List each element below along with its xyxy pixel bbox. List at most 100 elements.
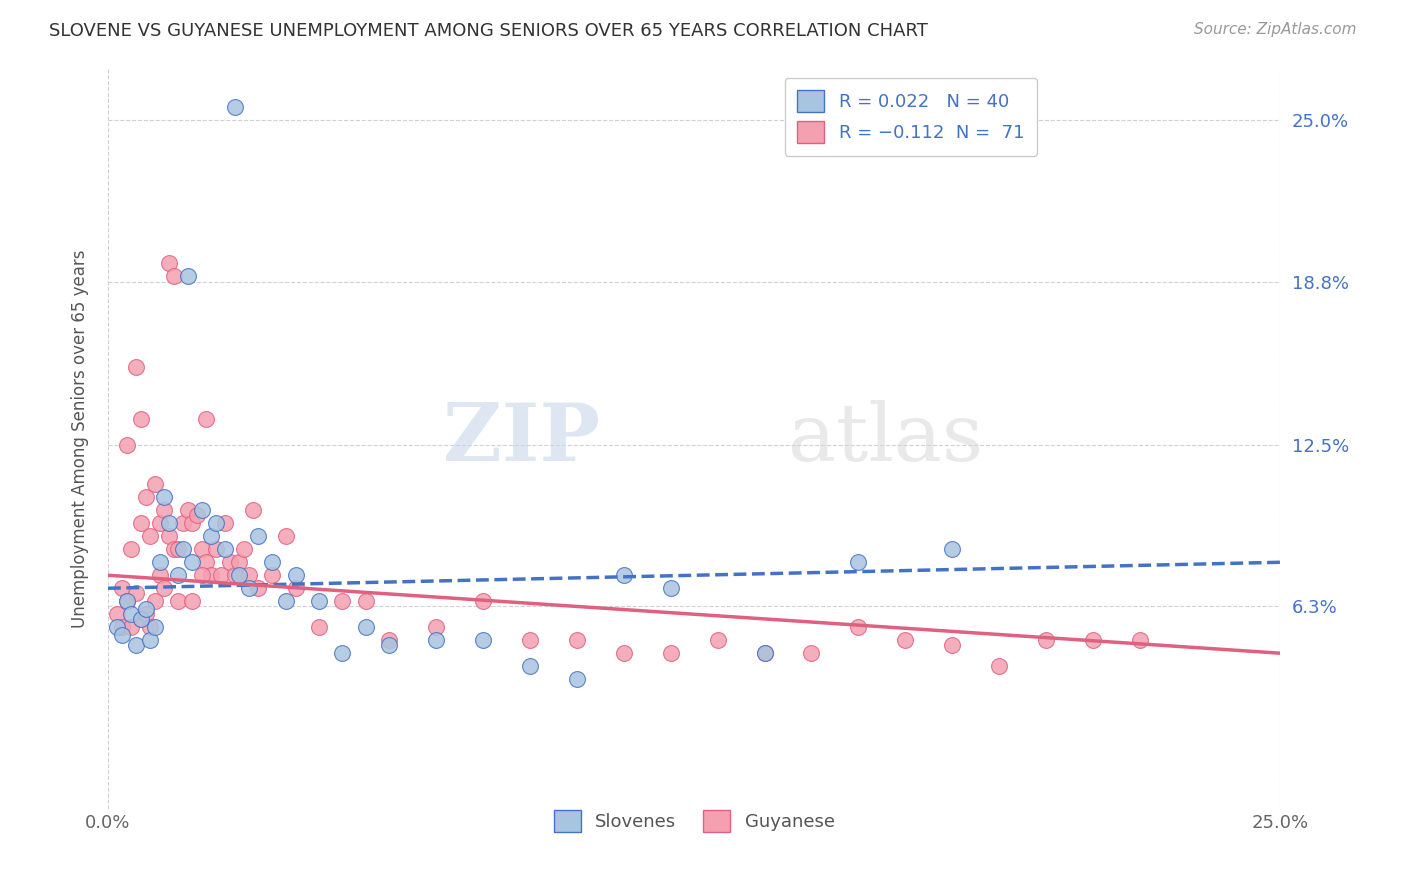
Point xyxy=(519,659,541,673)
Point xyxy=(153,581,176,595)
Point xyxy=(706,633,728,648)
Point xyxy=(276,594,298,608)
Point xyxy=(238,581,260,595)
Point xyxy=(195,555,218,569)
Point xyxy=(153,491,176,505)
Point xyxy=(205,516,228,531)
Point xyxy=(1129,633,1152,648)
Point xyxy=(308,594,330,608)
Point xyxy=(354,594,377,608)
Point xyxy=(224,101,246,115)
Point xyxy=(139,529,162,543)
Point xyxy=(1035,633,1057,648)
Point xyxy=(332,594,354,608)
Point xyxy=(163,542,186,557)
Point xyxy=(941,639,963,653)
Point xyxy=(262,568,284,582)
Point xyxy=(191,503,214,517)
Point xyxy=(148,516,170,531)
Point xyxy=(238,568,260,582)
Point xyxy=(134,607,156,622)
Point xyxy=(354,620,377,634)
Point xyxy=(565,672,588,686)
Point xyxy=(157,529,180,543)
Point xyxy=(177,503,200,517)
Text: Source: ZipAtlas.com: Source: ZipAtlas.com xyxy=(1194,22,1357,37)
Point xyxy=(425,620,447,634)
Point xyxy=(224,568,246,582)
Point xyxy=(186,508,208,523)
Point xyxy=(233,542,256,557)
Point xyxy=(157,256,180,270)
Point xyxy=(209,568,232,582)
Point xyxy=(214,516,236,531)
Point xyxy=(284,581,307,595)
Point xyxy=(148,555,170,569)
Point xyxy=(111,620,134,634)
Point xyxy=(659,581,682,595)
Point xyxy=(332,646,354,660)
Text: ZIP: ZIP xyxy=(443,400,600,478)
Point xyxy=(181,594,204,608)
Point xyxy=(848,620,870,634)
Point xyxy=(284,568,307,582)
Point xyxy=(153,503,176,517)
Point xyxy=(129,516,152,531)
Point xyxy=(143,620,166,634)
Point xyxy=(163,269,186,284)
Point xyxy=(262,555,284,569)
Point xyxy=(242,503,264,517)
Point xyxy=(157,516,180,531)
Legend: Slovenes, Guyanese: Slovenes, Guyanese xyxy=(541,797,848,845)
Point xyxy=(988,659,1011,673)
Point xyxy=(129,612,152,626)
Point xyxy=(200,529,222,543)
Point xyxy=(754,646,776,660)
Point xyxy=(129,612,152,626)
Point xyxy=(378,633,401,648)
Point xyxy=(519,633,541,648)
Point xyxy=(115,594,138,608)
Point xyxy=(111,581,134,595)
Point xyxy=(276,529,298,543)
Point xyxy=(247,581,270,595)
Point xyxy=(1081,633,1104,648)
Point xyxy=(228,555,250,569)
Point xyxy=(247,529,270,543)
Point xyxy=(120,620,142,634)
Point xyxy=(425,633,447,648)
Point xyxy=(148,568,170,582)
Point xyxy=(659,646,682,660)
Point xyxy=(125,586,148,600)
Point xyxy=(139,620,162,634)
Point xyxy=(191,568,214,582)
Point xyxy=(800,646,823,660)
Y-axis label: Unemployment Among Seniors over 65 years: Unemployment Among Seniors over 65 years xyxy=(72,250,89,628)
Point xyxy=(205,542,228,557)
Point xyxy=(167,594,190,608)
Point xyxy=(941,542,963,557)
Point xyxy=(115,594,138,608)
Point xyxy=(191,542,214,557)
Point xyxy=(134,491,156,505)
Point xyxy=(120,542,142,557)
Point xyxy=(214,542,236,557)
Point xyxy=(181,555,204,569)
Point xyxy=(613,568,636,582)
Point xyxy=(219,555,242,569)
Point xyxy=(472,633,495,648)
Point xyxy=(894,633,917,648)
Point xyxy=(167,542,190,557)
Point xyxy=(115,438,138,452)
Point xyxy=(134,602,156,616)
Point xyxy=(565,633,588,648)
Point xyxy=(228,568,250,582)
Point xyxy=(120,607,142,622)
Point xyxy=(195,412,218,426)
Point xyxy=(111,628,134,642)
Point xyxy=(177,269,200,284)
Point xyxy=(308,620,330,634)
Point xyxy=(181,516,204,531)
Point xyxy=(129,412,152,426)
Point xyxy=(125,639,148,653)
